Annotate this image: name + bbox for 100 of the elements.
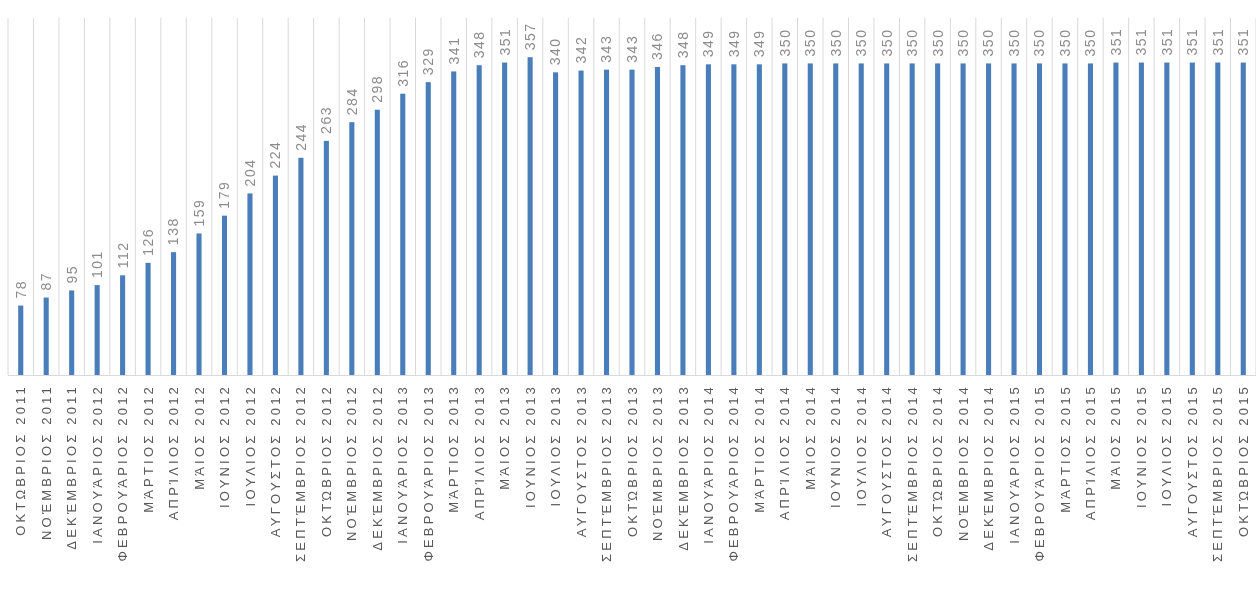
data-label: 357 [522, 22, 539, 51]
x-tick-label: ΜΆΡΤΙΟΣ 2013 [446, 384, 462, 513]
x-tick-label: ΙΟΥΝΙΟΣ 2012 [217, 384, 233, 509]
data-label: 316 [394, 58, 411, 87]
data-label: 350 [878, 28, 895, 57]
x-tick-label: ΝΟΈΜΒΡΙΟΣ 2013 [650, 384, 666, 541]
bar [1138, 62, 1144, 375]
data-label: 350 [929, 28, 946, 57]
data-label: 342 [572, 35, 589, 64]
x-tick-label: ΔΕΚΈΜΒΡΙΟΣ 2013 [675, 384, 691, 551]
data-label: 343 [598, 34, 615, 63]
bar [451, 71, 457, 375]
data-label: 351 [1235, 27, 1252, 56]
x-tick-label: ΑΠΡΊΛΙΟΣ 2012 [166, 384, 182, 521]
x-tick-label: ΔΕΚΈΜΒΡΙΟΣ 2014 [981, 384, 997, 551]
x-tick-label: ΙΟΥΝΙΟΣ 2015 [1133, 384, 1149, 509]
bar [120, 275, 126, 375]
bar [171, 252, 177, 375]
bar [323, 140, 329, 375]
x-tick-label: ΦΕΒΡΟΥΆΡΙΟΣ 2014 [726, 384, 742, 562]
bar [196, 233, 202, 375]
bar [884, 63, 890, 375]
bar [1113, 62, 1119, 375]
data-label: 350 [1005, 28, 1022, 57]
data-label: 349 [725, 29, 742, 58]
data-label: 340 [547, 37, 564, 66]
bar [833, 63, 839, 375]
data-label: 284 [343, 87, 360, 116]
bar [374, 109, 380, 375]
x-tick-label: ΔΕΚΈΜΒΡΙΟΣ 2011 [64, 384, 80, 550]
data-label: 95 [63, 264, 80, 284]
data-label: 348 [674, 30, 691, 59]
data-label: 244 [292, 122, 309, 151]
x-tick-label: ΦΕΒΡΟΥΆΡΙΟΣ 2013 [420, 384, 436, 562]
bar [1011, 63, 1017, 375]
x-tick-label: ΝΟΈΜΒΡΙΟΣ 2014 [955, 384, 971, 541]
data-label: 350 [1082, 28, 1099, 57]
bar [298, 157, 304, 375]
bar [18, 305, 24, 375]
bar [578, 70, 584, 375]
data-label: 351 [496, 27, 513, 56]
bar [553, 72, 559, 375]
data-label: 329 [420, 47, 437, 76]
x-tick-label: ΣΕΠΤΈΜΒΡΙΟΣ 2014 [904, 384, 920, 562]
bar [43, 297, 49, 375]
data-label: 350 [955, 28, 971, 57]
x-tick-label: ΙΟΥΛΙΟΣ 2013 [548, 384, 564, 507]
x-tick-label: ΑΠΡΊΛΙΟΣ 2015 [1083, 384, 1098, 521]
x-tick-label: ΟΚΤΏΒΡΙΟΣ 2015 [1235, 384, 1251, 537]
x-tick-label: ΙΟΥΛΙΟΣ 2014 [853, 384, 869, 507]
bar [476, 65, 482, 375]
bar [807, 63, 813, 375]
data-label: 350 [904, 28, 921, 57]
bar [1189, 62, 1195, 375]
bar [400, 93, 406, 375]
x-tick-label: ΙΟΥΛΙΟΣ 2012 [242, 384, 258, 507]
x-tick-label: ΜΆΙΟΣ 2014 [802, 384, 818, 490]
bar [782, 63, 788, 375]
x-tick-label: ΙΑΝΟΥΆΡΙΟΣ 2012 [89, 384, 105, 544]
bar [349, 122, 355, 375]
x-tick-label: ΣΕΠΤΈΜΒΡΙΟΣ 2012 [293, 384, 309, 562]
data-label: 348 [471, 30, 488, 59]
x-tick-label: ΙΟΥΛΙΟΣ 2015 [1159, 384, 1175, 507]
data-label: 78 [12, 279, 29, 299]
x-tick-label: ΙΑΝΟΥΆΡΙΟΣ 2013 [395, 384, 411, 544]
data-label: 349 [700, 29, 717, 58]
data-label: 263 [318, 106, 335, 134]
bar [527, 57, 533, 375]
data-label: 204 [241, 158, 258, 187]
bar [247, 193, 253, 375]
data-label: 351 [1158, 27, 1175, 56]
bar [654, 67, 661, 375]
bar [603, 69, 610, 375]
data-label: 159 [190, 198, 207, 227]
bar [1062, 63, 1068, 375]
data-label: 349 [751, 29, 768, 58]
data-label: 101 [89, 250, 106, 279]
bar [502, 62, 508, 375]
bar [629, 69, 635, 375]
data-label: 350 [776, 28, 793, 57]
data-label: 87 [38, 271, 55, 291]
x-tick-label: ΑΠΡΊΛΙΟΣ 2014 [777, 384, 793, 521]
bar [221, 215, 228, 375]
data-label: 350 [827, 28, 844, 57]
bar [425, 82, 431, 375]
x-tick-label: ΙΟΥΝΙΟΣ 2014 [828, 384, 844, 509]
bar [705, 64, 711, 375]
data-label: 112 [114, 241, 131, 269]
data-label: 351 [1209, 27, 1226, 56]
bar [935, 63, 941, 375]
data-label: 298 [369, 74, 386, 103]
x-tick-label: ΙΑΝΟΥΆΡΙΟΣ 2014 [700, 384, 716, 544]
x-tick-label: ΙΑΝΟΥΆΡΙΟΣ 2015 [1006, 384, 1022, 544]
x-tick-label: ΜΆΡΤΙΟΣ 2014 [751, 384, 767, 513]
bar [909, 63, 915, 375]
data-label: 350 [1031, 28, 1048, 57]
bar [858, 63, 864, 375]
data-label: 138 [165, 217, 182, 246]
data-label: 179 [216, 180, 233, 209]
bar [960, 63, 966, 375]
